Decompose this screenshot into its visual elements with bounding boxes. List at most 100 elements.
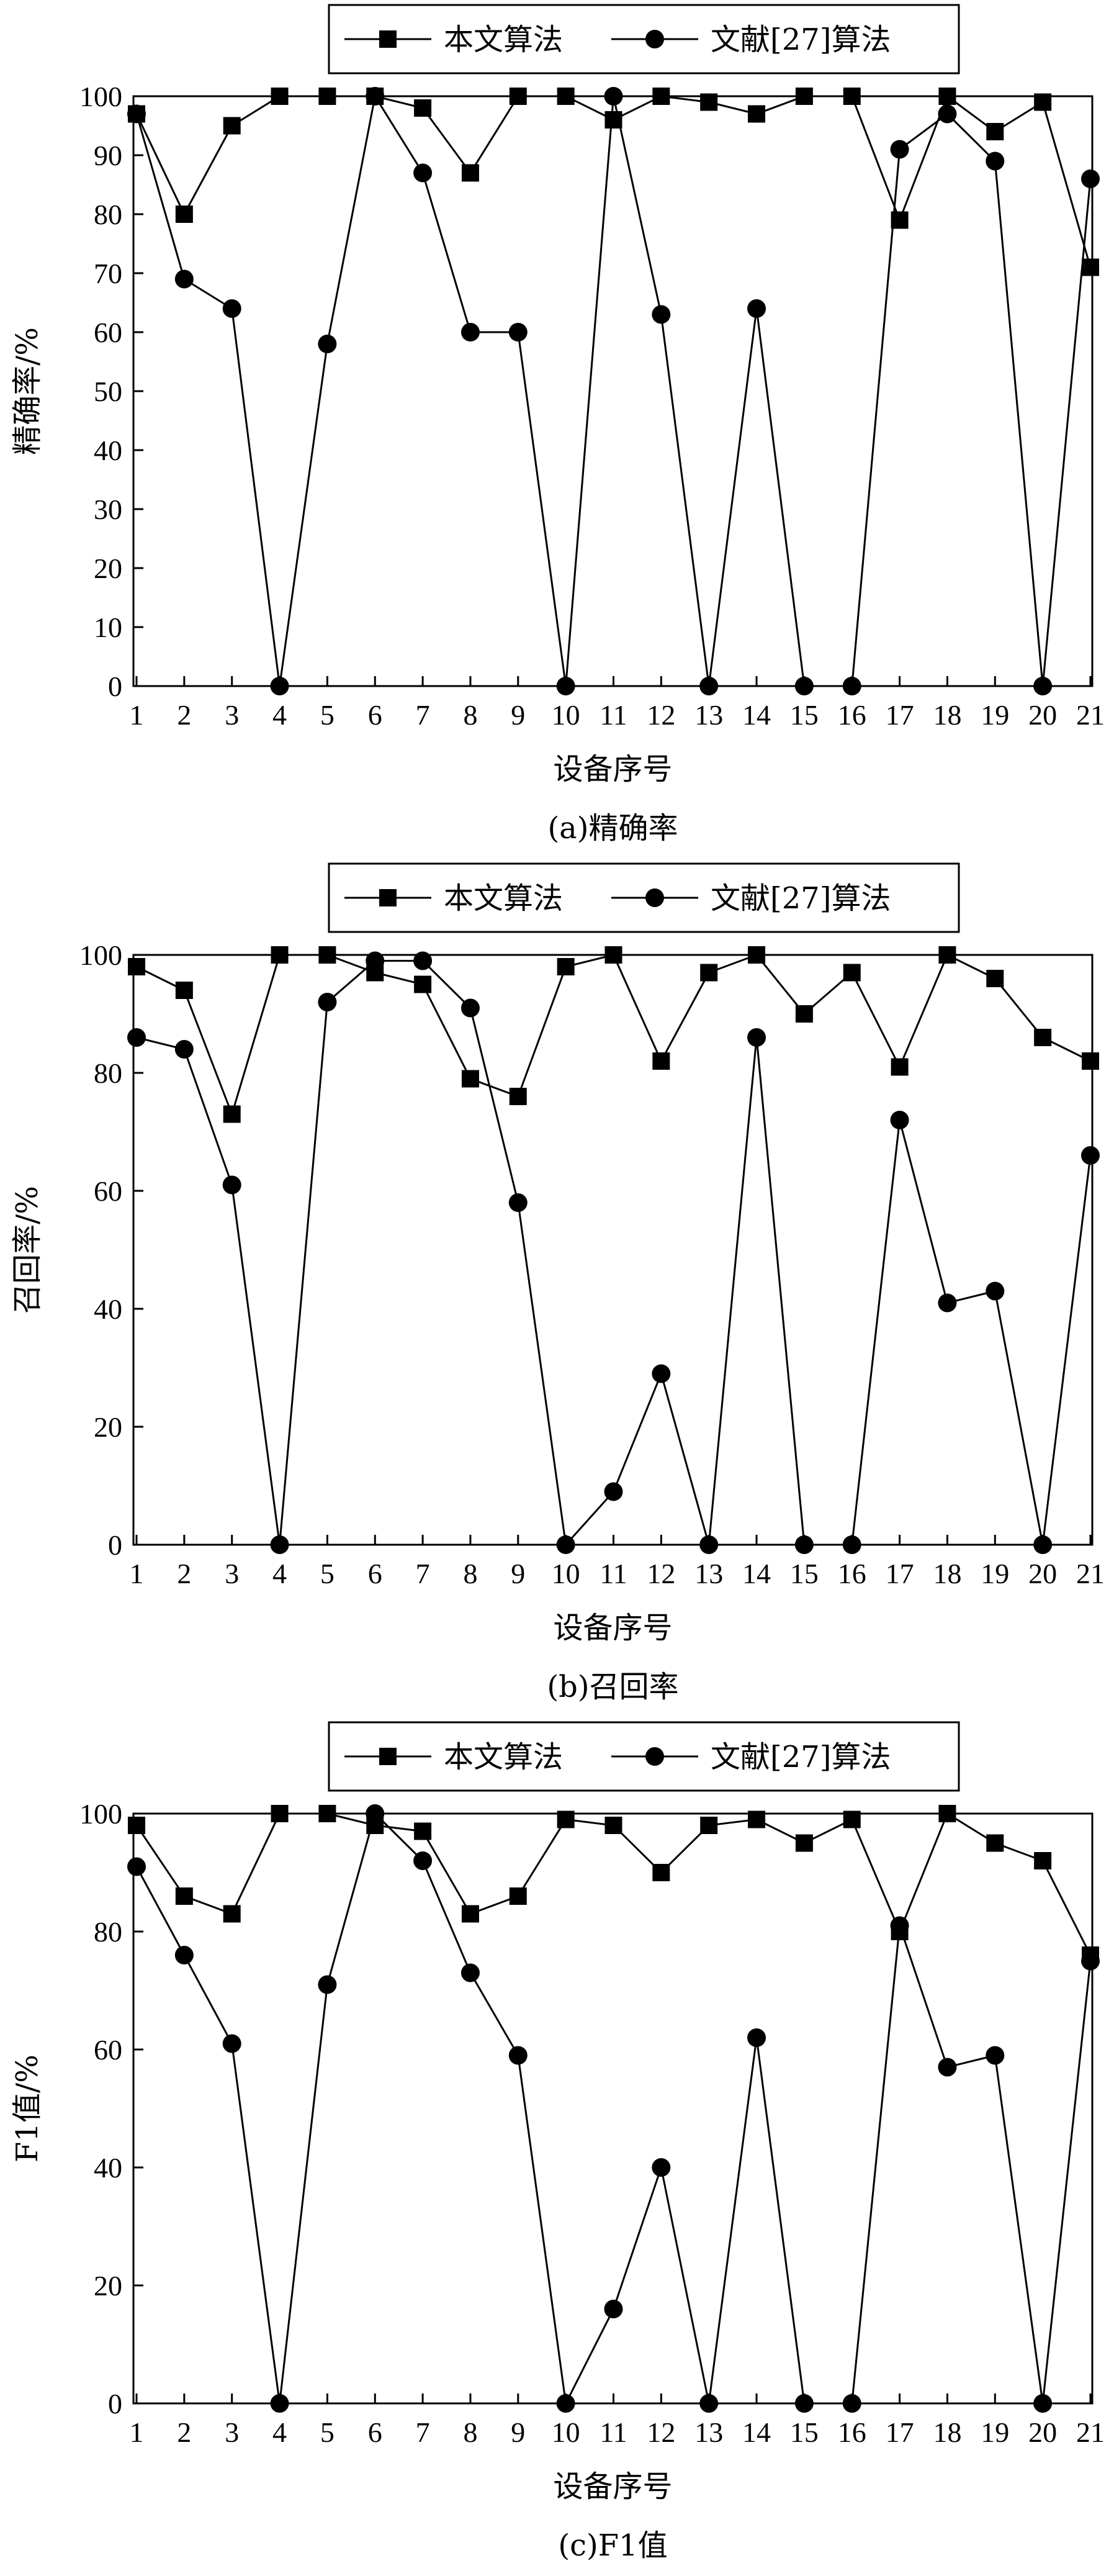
x-tick-label: 16 — [838, 2416, 866, 2448]
x-tick-label: 7 — [416, 2416, 430, 2448]
circle-marker — [842, 1535, 861, 1554]
circle-marker — [699, 2394, 719, 2413]
circle-marker — [604, 2300, 623, 2318]
square-marker — [509, 88, 527, 105]
square-marker — [986, 123, 1004, 140]
square-marker — [557, 88, 575, 105]
plot-frame — [132, 954, 1094, 1546]
square-marker — [652, 88, 670, 105]
x-tick-label: 1 — [130, 2416, 144, 2448]
square-marker — [986, 1834, 1004, 1852]
circle-marker — [747, 299, 766, 318]
square-marker — [509, 1088, 527, 1105]
x-tick-label: 10 — [552, 2416, 580, 2448]
legend-label: 本文算法 — [444, 22, 563, 57]
square-marker — [843, 964, 861, 982]
x-tick-label: 2 — [177, 2416, 191, 2448]
square-marker — [938, 88, 956, 105]
square-marker — [414, 99, 432, 117]
x-tick-label: 18 — [933, 1558, 961, 1589]
circle-marker — [318, 335, 337, 353]
square-marker — [795, 88, 813, 105]
y-tick-label: 80 — [94, 1057, 122, 1089]
square-marker — [938, 1805, 956, 1822]
square-marker — [748, 105, 766, 123]
legend-label: 文献[27]算法 — [711, 881, 891, 916]
legend-label: 本文算法 — [444, 1740, 563, 1774]
x-tick-label: 17 — [886, 2416, 914, 2448]
y-tick-label: 70 — [94, 258, 122, 289]
circle-marker — [1081, 1951, 1100, 1971]
circle-marker — [222, 299, 241, 318]
circle-marker — [699, 1535, 719, 1554]
y-tick-label: 20 — [94, 1411, 122, 1443]
x-tick-label: 15 — [790, 2416, 819, 2448]
legend-label: 本文算法 — [444, 881, 563, 916]
square-marker — [175, 206, 193, 223]
y-tick-label: 20 — [94, 2270, 122, 2302]
series-line-reference — [136, 960, 1092, 1547]
plot-frame — [132, 95, 1094, 687]
circle-marker — [986, 151, 1005, 171]
figure-caption: (b)召回率 — [547, 1670, 678, 1704]
y-tick-label: 40 — [94, 1293, 122, 1325]
x-tick-label: 11 — [600, 1558, 627, 1589]
square-marker — [271, 946, 289, 964]
square-marker — [843, 88, 861, 105]
square-marker — [223, 1105, 241, 1123]
chart-precision: 0 10 20 30 40 50 60 70 80 90 100 1 2 3 4 5 6 7 8 9 10 11 12 13 1… — [0, 0, 1114, 859]
square-marker — [1034, 93, 1052, 111]
circle-marker — [174, 269, 194, 289]
square-marker — [748, 946, 766, 964]
x-tick-label: 14 — [742, 2416, 771, 2448]
x-tick-label: 6 — [368, 2416, 382, 2448]
x-tick-label: 7 — [416, 1558, 430, 1589]
y-tick-label: 60 — [94, 2034, 122, 2066]
figure-caption: (c)F1值 — [558, 2528, 667, 2563]
circle-marker — [652, 2158, 671, 2177]
circle-marker — [604, 1482, 623, 1501]
circle-marker — [938, 2058, 957, 2077]
circle-marker — [508, 2046, 528, 2065]
square-marker — [223, 1905, 241, 1923]
square-marker — [1034, 1852, 1052, 1869]
x-tick-label: 2 — [177, 699, 191, 731]
circle-marker — [890, 1111, 909, 1129]
circle-marker — [890, 140, 909, 159]
circle-marker — [604, 87, 623, 106]
x-tick-label: 13 — [694, 2416, 723, 2448]
x-tick-label: 1 — [130, 699, 144, 731]
circle-marker — [366, 87, 385, 106]
x-tick-label: 3 — [225, 699, 239, 731]
x-tick-label: 3 — [225, 2416, 239, 2448]
circle-marker — [1033, 1535, 1053, 1554]
square-marker — [604, 946, 622, 964]
square-marker — [318, 1805, 336, 1822]
x-tick-label: 7 — [416, 699, 430, 731]
x-tick-label: 10 — [552, 1558, 580, 1589]
square-marker — [604, 1817, 622, 1834]
square-marker — [700, 964, 718, 982]
circle-marker — [938, 1293, 957, 1313]
circle-marker — [174, 1040, 194, 1059]
circle-marker — [986, 1281, 1005, 1301]
legend-circle-marker — [645, 888, 664, 907]
square-marker — [1082, 1052, 1099, 1070]
circle-marker — [413, 163, 433, 183]
circle-marker — [413, 951, 433, 970]
square-marker — [557, 1810, 575, 1828]
circle-marker — [556, 1535, 575, 1554]
x-tick-label: 5 — [320, 2416, 335, 2448]
square-marker — [128, 958, 145, 975]
y-tick-label: 100 — [79, 1798, 122, 1830]
circle-marker — [270, 1535, 289, 1554]
square-marker — [223, 117, 241, 135]
circle-marker — [174, 1946, 194, 1964]
square-marker — [1034, 1029, 1052, 1046]
square-marker — [843, 1810, 861, 1828]
circle-marker — [127, 1028, 146, 1047]
square-marker — [318, 88, 336, 105]
circle-marker — [460, 998, 480, 1018]
x-tick-label: 13 — [694, 1558, 723, 1589]
